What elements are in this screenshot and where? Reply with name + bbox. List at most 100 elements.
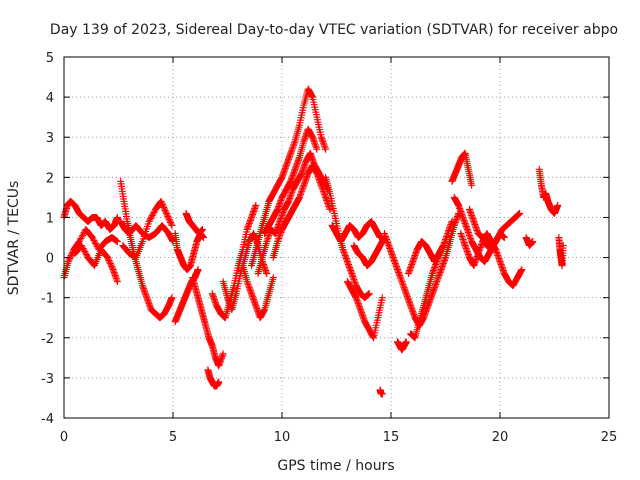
- data-point-marker: [75, 238, 83, 246]
- data-point-marker: [89, 235, 97, 243]
- data-point-marker: [518, 266, 526, 274]
- data-point-marker: [158, 200, 166, 208]
- data-point-marker: [108, 263, 116, 271]
- data-point-marker: [378, 390, 386, 398]
- data-point-marker: [166, 217, 174, 225]
- data-point-marker: [161, 206, 169, 214]
- data-point-marker: [378, 294, 386, 302]
- data-point-marker: [263, 270, 271, 278]
- data-point-marker: [402, 338, 410, 346]
- data-point-marker: [365, 290, 373, 298]
- data-point-marker: [160, 203, 168, 211]
- data-point-marker: [165, 215, 173, 223]
- data-point-marker: [79, 231, 87, 239]
- x-tick-label: 0: [60, 430, 68, 445]
- data-point-marker: [559, 242, 567, 250]
- data-point-marker: [107, 261, 115, 269]
- data-point-marker: [163, 211, 171, 219]
- data-point-marker: [104, 255, 112, 263]
- data-point-marker: [78, 233, 86, 241]
- data-point-marker: [88, 234, 96, 241]
- data-point-marker: [66, 255, 74, 263]
- axis-ticks: 0 5 10 15 20 25 -4 -3 -2 -1 0 1 2 3 4 5: [41, 51, 617, 445]
- x-tick-label: 20: [492, 430, 509, 445]
- y-tick-label: 0: [46, 252, 54, 267]
- data-point-marker: [81, 248, 89, 256]
- data-point-marker: [79, 245, 87, 253]
- data-point-marker: [500, 234, 508, 241]
- data-point-marker: [147, 213, 155, 221]
- data-point-marker: [516, 209, 524, 217]
- data-point-marker: [167, 218, 175, 226]
- data-point-marker: [77, 242, 85, 250]
- x-tick-label: 25: [601, 430, 618, 445]
- data-point-marker: [194, 266, 202, 274]
- data-point-marker: [148, 211, 156, 219]
- x-tick-label: 5: [169, 430, 177, 445]
- data-point-marker: [468, 181, 476, 189]
- data-point-marker: [90, 237, 98, 245]
- data-point-marker: [91, 238, 99, 246]
- data-point-marker: [554, 201, 562, 209]
- chart-title: Day 139 of 2023, Sidereal Day-to-day VTE…: [50, 22, 618, 38]
- data-point-marker: [78, 243, 86, 251]
- data-point-marker: [162, 208, 170, 216]
- y-tick-label: 2: [46, 171, 54, 186]
- data-point-marker: [200, 234, 208, 241]
- data-point-marker: [326, 205, 334, 213]
- data-point-marker: [82, 251, 90, 259]
- data-point-marker: [215, 378, 223, 386]
- y-tick-label: 5: [46, 51, 54, 66]
- data-point-marker: [159, 202, 167, 210]
- data-point-marker: [80, 246, 88, 254]
- y-axis-label: SDTVAR / TECUs: [6, 181, 22, 296]
- data-point-marker: [448, 217, 456, 225]
- data-point-marker: [77, 235, 85, 243]
- data-point-marker: [219, 350, 227, 358]
- data-point-marker: [82, 249, 90, 257]
- data-point-marker: [168, 294, 176, 302]
- data-point-marker: [92, 240, 100, 248]
- plot-frame: [63, 56, 610, 419]
- x-axis-label: GPS time / hours: [277, 458, 394, 474]
- data-point-marker: [104, 254, 112, 262]
- y-tick-label: -3: [41, 372, 54, 387]
- data-point-marker: [106, 258, 114, 266]
- data-point-marker: [113, 238, 121, 246]
- x-tick-label: 10: [274, 430, 291, 445]
- data-point-marker: [76, 236, 84, 244]
- data-point-marker: [149, 210, 157, 218]
- y-tick-label: -4: [41, 412, 54, 427]
- data-point-marker: [108, 264, 116, 272]
- data-point-marker: [113, 213, 121, 221]
- data-point-marker: [66, 253, 74, 261]
- data-point-marker: [529, 238, 537, 246]
- data-point-marker: [162, 209, 170, 217]
- data-point-marker: [105, 257, 113, 265]
- data-point-marker: [145, 217, 153, 225]
- data-point-marker: [146, 216, 154, 224]
- data-point-marker: [167, 220, 175, 228]
- data-point-marker: [147, 214, 155, 222]
- data-point-marker: [164, 212, 172, 220]
- data-point-marker: [158, 199, 166, 207]
- data-point-marker: [313, 145, 321, 153]
- data-point-marker: [157, 197, 165, 205]
- x-tick-label: 15: [383, 430, 400, 445]
- y-tick-label: -2: [41, 332, 54, 347]
- data-point-marker: [67, 252, 75, 260]
- data-point-marker: [168, 221, 176, 229]
- data-point-marker: [269, 274, 277, 282]
- data-markers: [60, 85, 567, 398]
- data-point-marker: [165, 214, 173, 222]
- data-point-marker: [437, 246, 445, 254]
- data-point-marker: [322, 145, 330, 153]
- data-point-marker: [113, 278, 121, 286]
- data-point-marker: [64, 258, 72, 266]
- y-tick-label: 1: [46, 211, 54, 226]
- y-tick-label: -1: [41, 292, 54, 307]
- grid-lines: [64, 57, 609, 418]
- data-point-marker: [198, 225, 206, 233]
- y-tick-label: 3: [46, 131, 54, 146]
